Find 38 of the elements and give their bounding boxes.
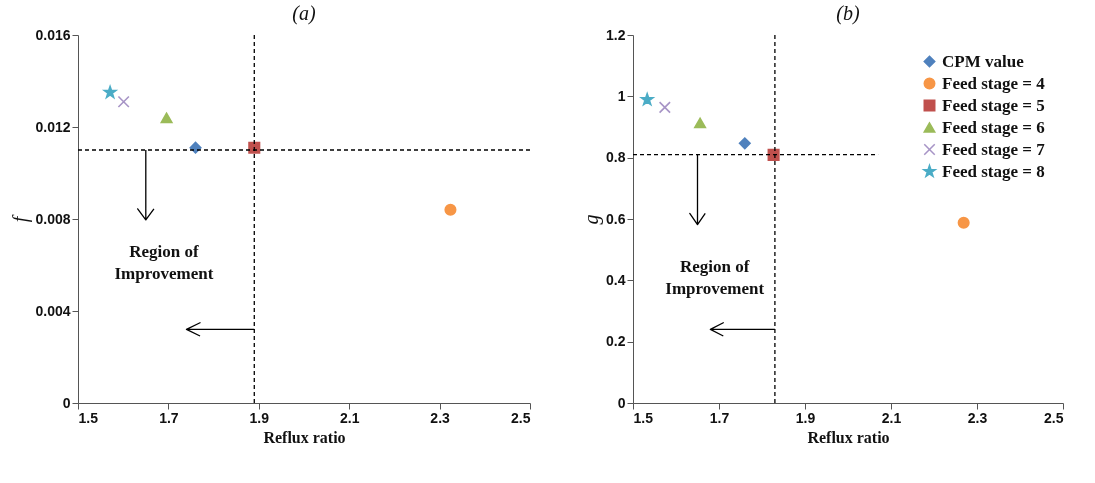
x-tick-label: 1.9	[249, 409, 270, 426]
y-tick-label: 0.012	[35, 118, 71, 135]
x-tick-label: 1.7	[709, 409, 730, 426]
y-axis-title: g	[580, 214, 604, 225]
x-tick-label: 1.9	[795, 409, 816, 426]
y-tick-label: 0.8	[606, 149, 626, 166]
legend-label: CPM value	[942, 51, 1025, 71]
x-tick-label: 1.7	[159, 409, 179, 426]
annotation: Region of Improvement	[114, 242, 214, 284]
x-tick-label: 2.3	[430, 409, 451, 426]
y-tick-label: 0.6	[606, 210, 626, 227]
x-axis-title: Reflux ratio	[263, 428, 346, 446]
chart-title: (a)	[292, 2, 316, 25]
y-axis-title: f	[9, 214, 33, 223]
x-tick-label: 1.5	[78, 409, 99, 426]
x-tick-label: 2.5	[511, 409, 531, 426]
legend-label: Feed stage = 7	[942, 139, 1046, 159]
annotation: Region of Improvement	[665, 256, 765, 298]
legend-label: Feed stage = 4	[942, 73, 1046, 93]
x-tick-label: 1.5	[633, 409, 654, 426]
y-tick-label: 0.2	[606, 333, 626, 350]
y-tick-label: 0.004	[35, 302, 71, 319]
legend-label: Feed stage = 5	[942, 95, 1045, 115]
legend-label: Feed stage = 6	[942, 117, 1045, 137]
y-tick-label: 0	[62, 394, 71, 411]
x-axis-title: Reflux ratio	[807, 428, 890, 446]
legend-label: Feed stage = 8	[942, 161, 1045, 181]
x-tick-label: 2.5	[1044, 409, 1064, 426]
y-tick-label: 0.4	[606, 271, 626, 288]
chart-title: (b)	[836, 2, 860, 25]
y-tick-label: 1	[617, 87, 626, 104]
y-tick-label: 0.016	[35, 26, 71, 43]
x-tick-label: 2.1	[339, 409, 360, 426]
y-tick-label: 0.008	[35, 210, 71, 227]
y-tick-label: 1.2	[606, 26, 626, 43]
x-tick-label: 2.3	[967, 409, 988, 426]
y-tick-label: 0	[617, 394, 626, 411]
x-tick-label: 2.1	[881, 409, 902, 426]
